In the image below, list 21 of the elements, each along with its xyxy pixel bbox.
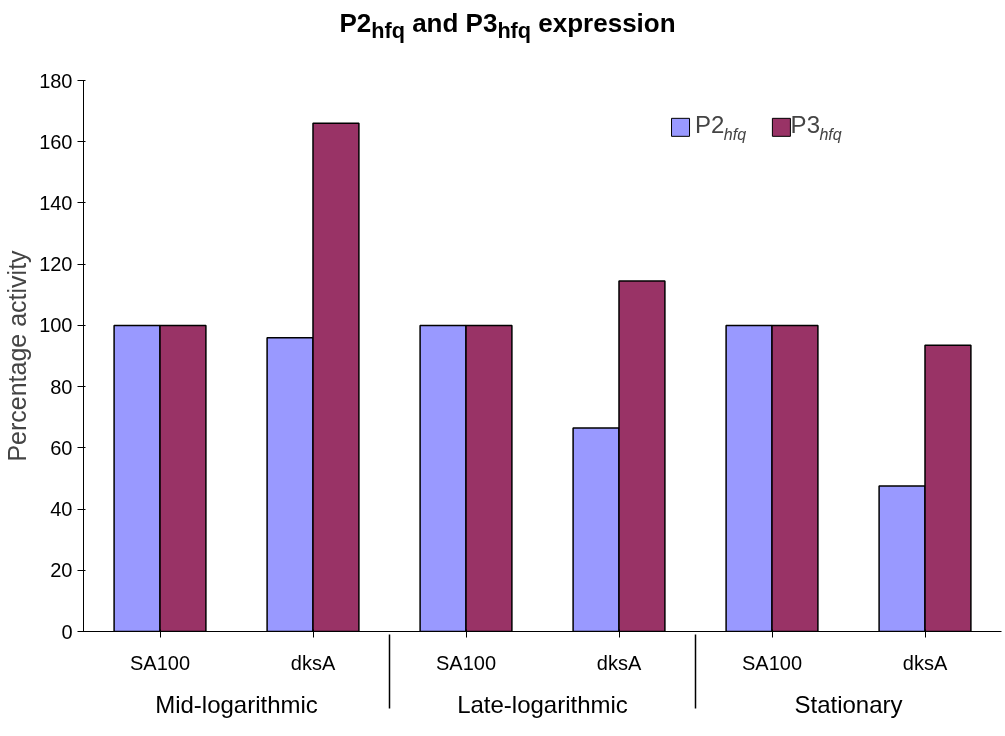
text: Late-logarithmic — [457, 690, 628, 718]
y-tick-label: 20 — [50, 559, 73, 582]
y-tick-label: 160 — [39, 130, 73, 153]
text: Stationary — [794, 690, 903, 718]
y-tick-label: 180 — [39, 69, 73, 92]
y-tick-label: 80 — [50, 375, 73, 398]
x-tick-label: SA100 — [435, 651, 497, 674]
y-tick-label: 0 — [61, 620, 73, 643]
text: Mid-logarithmic — [155, 690, 318, 718]
y-tick-label: 60 — [50, 436, 73, 459]
x-tick-label: dksA — [902, 651, 948, 674]
x-tick-label: SA100 — [741, 651, 803, 674]
y-tick-label: 100 — [39, 314, 73, 337]
y-tick-label: 120 — [39, 253, 73, 276]
x-tick-label: SA100 — [129, 651, 191, 674]
chart-title: P2$_{hfq}$ and P3$_{hfq}$ expression — [338, 7, 677, 46]
x-tick-label: dksA — [596, 651, 642, 674]
y-axis-title: Percentage activity — [3, 249, 32, 462]
y-tick-label: 140 — [39, 191, 73, 214]
y-tick-label: 40 — [50, 498, 73, 521]
x-tick-label: dksA — [290, 651, 336, 674]
